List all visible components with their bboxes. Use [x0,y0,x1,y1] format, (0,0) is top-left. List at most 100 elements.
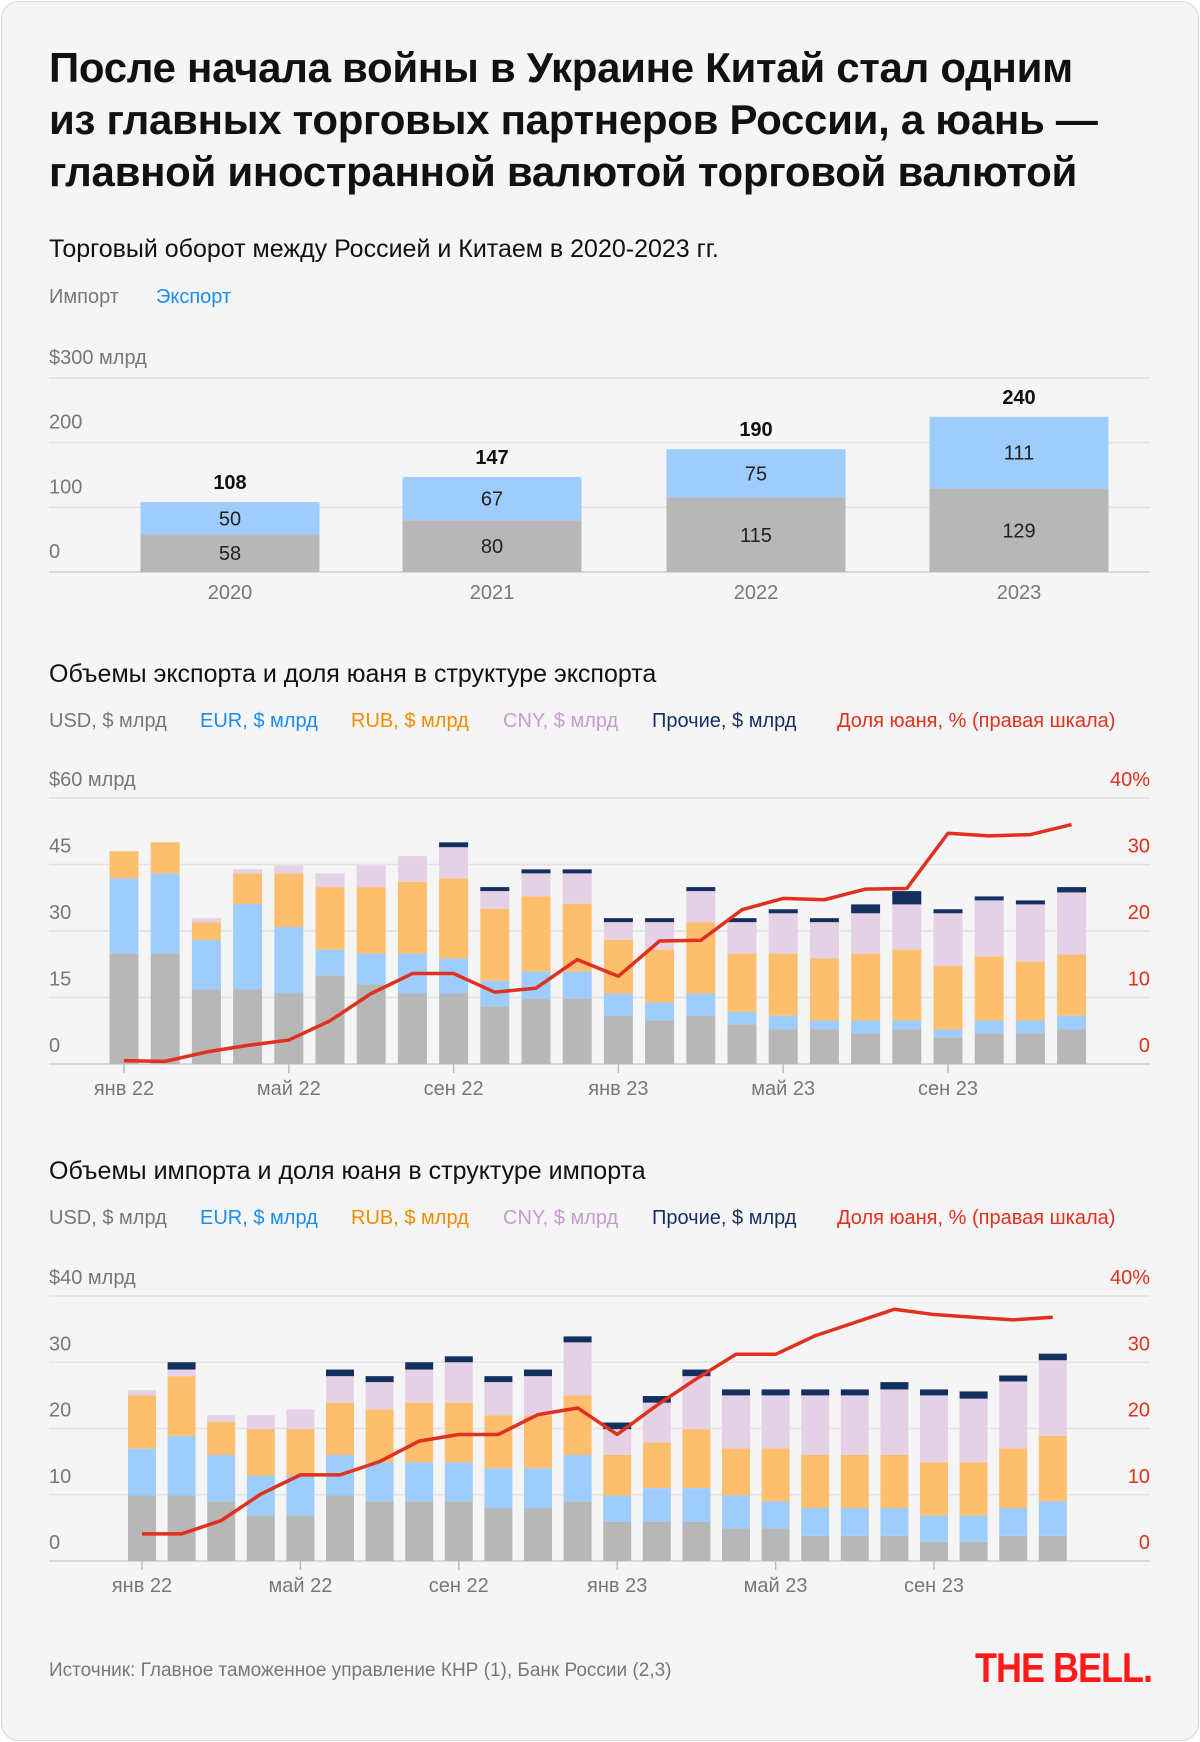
bar-total-label: 190 [739,419,772,441]
bar-segment-usd [444,1501,473,1561]
bar-segment-eur [920,1515,948,1542]
bar-segment-usd [722,1528,750,1561]
bar-segment-other [682,1369,711,1377]
bar-segment-usd [880,1535,909,1561]
bar-segment-eur [727,1011,757,1025]
x-tick-label: май 23 [744,1575,808,1597]
bar-segment-cny [933,913,963,967]
bar-segment-usd [246,1515,275,1561]
bar-segment-cny [1057,892,1087,955]
bar-segment-eur [524,1468,552,1508]
export-chart-title: Объемы экспорта и доля юаня в структуре … [49,660,657,688]
bar-segment-cny [562,873,592,904]
bar-segment-cny [999,1381,1028,1449]
bar-value-label: 80 [481,536,503,558]
x-tick-label: май 22 [257,1078,321,1100]
y2-tick-label: 40% [1110,1267,1150,1289]
bar-segment-usd [642,1521,671,1561]
bar-segment-rub [920,1462,948,1516]
x-tick-label: 2020 [208,582,253,604]
bar-segment-eur [1057,1015,1087,1030]
bar-segment-cny [167,1369,196,1377]
bar-segment-other [167,1362,196,1370]
bar-segment-rub [768,953,798,1016]
bar-segment-eur [892,1020,922,1030]
bar-segment-other [851,904,881,914]
bar-segment-cny [761,1395,790,1449]
bar-segment-usd [405,1501,434,1561]
bar-segment-cny [642,1402,671,1443]
bar-segment-other [959,1391,988,1399]
bar-segment-eur [959,1515,988,1542]
y2-tick-label: 0 [1139,1532,1150,1554]
bar-segment-rub [524,1415,552,1469]
bar-segment-other [999,1375,1028,1382]
bar-segment-usd [207,1501,236,1561]
bar-segment-rub [809,958,839,1021]
bar-segment-cny [356,865,386,888]
bar-segment-other [326,1369,354,1377]
y-tick-label: 200 [49,412,82,434]
bar-segment-rub [246,1429,275,1476]
bar-segment-usd [521,998,551,1064]
bar-segment-other [521,869,551,874]
bar-segment-usd [959,1541,988,1561]
bar-segment-usd [326,1495,354,1561]
headline: После начала войны в Украине Китай стал … [49,42,1098,198]
bar-segment-rub [682,1429,711,1489]
legend-cny: CNY, $ млрд [503,710,619,732]
bar-segment-other [686,887,716,892]
bar-segment-eur [686,993,716,1016]
bar-segment-rub [840,1455,869,1508]
bar-total-label: 147 [475,447,508,469]
bar-segment-other [642,1396,671,1403]
y2-tick-label: 10 [1128,969,1150,991]
bar-segment-usd [666,497,846,572]
bar-segment-usd [603,1521,632,1561]
y2-tick-label: 30 [1128,1333,1150,1355]
bar-segment-eur [1015,1020,1045,1034]
bar-segment-usd [686,1015,716,1064]
bar-segment-eur [603,993,633,1016]
bar-segment-other [880,1382,909,1390]
y2-tick-label: 20 [1128,1400,1150,1422]
bar-segment-other [562,869,592,874]
legend-other: Прочие, $ млрд [652,1207,797,1229]
x-tick-label: сен 22 [429,1575,489,1597]
bar-segment-other [480,887,510,892]
bar-segment-cny [233,869,263,874]
bar-segment-rub [365,1409,394,1463]
x-tick-label: 2022 [734,582,779,604]
bar-segment-usd [402,520,582,572]
bar-segment-usd [974,1033,1004,1064]
bar-segment-rub [356,887,386,954]
legend-export: Экспорт [156,286,232,308]
bar-segment-rub [880,1455,909,1508]
bar-segment-usd [801,1535,830,1561]
bar-segment-other [524,1369,552,1377]
bar-segment-cny [191,918,221,923]
bar-segment-eur [150,873,180,954]
bar-total-label: 108 [213,472,246,494]
bar-segment-cny [563,1342,592,1396]
bar-segment-usd [274,993,304,1064]
bar-segment-cny [603,922,633,940]
headline-line: главной иностранной валютой торговой вал… [49,148,1077,195]
bar-segment-eur [768,1015,798,1030]
bar-segment-cny [315,873,345,888]
bar-value-label: 58 [219,543,241,565]
legend-other: Прочие, $ млрд [652,710,797,732]
legend-usd: USD, $ млрд [49,1207,167,1229]
bar-segment-usd [768,1029,798,1064]
bar-segment-cny [722,1395,750,1449]
bar-segment-rub [722,1448,750,1496]
x-tick-label: янв 23 [588,1078,648,1100]
bar-segment-cny [397,856,427,882]
bar-segment-usd [484,1508,513,1561]
bar-segment-cny [1038,1360,1067,1436]
bar-segment-cny [207,1415,236,1422]
trade-chart-title: Торговый оборот между Россией и Китаем в… [49,235,719,263]
bar-segment-other [768,909,798,914]
bar-segment-eur [722,1495,750,1529]
